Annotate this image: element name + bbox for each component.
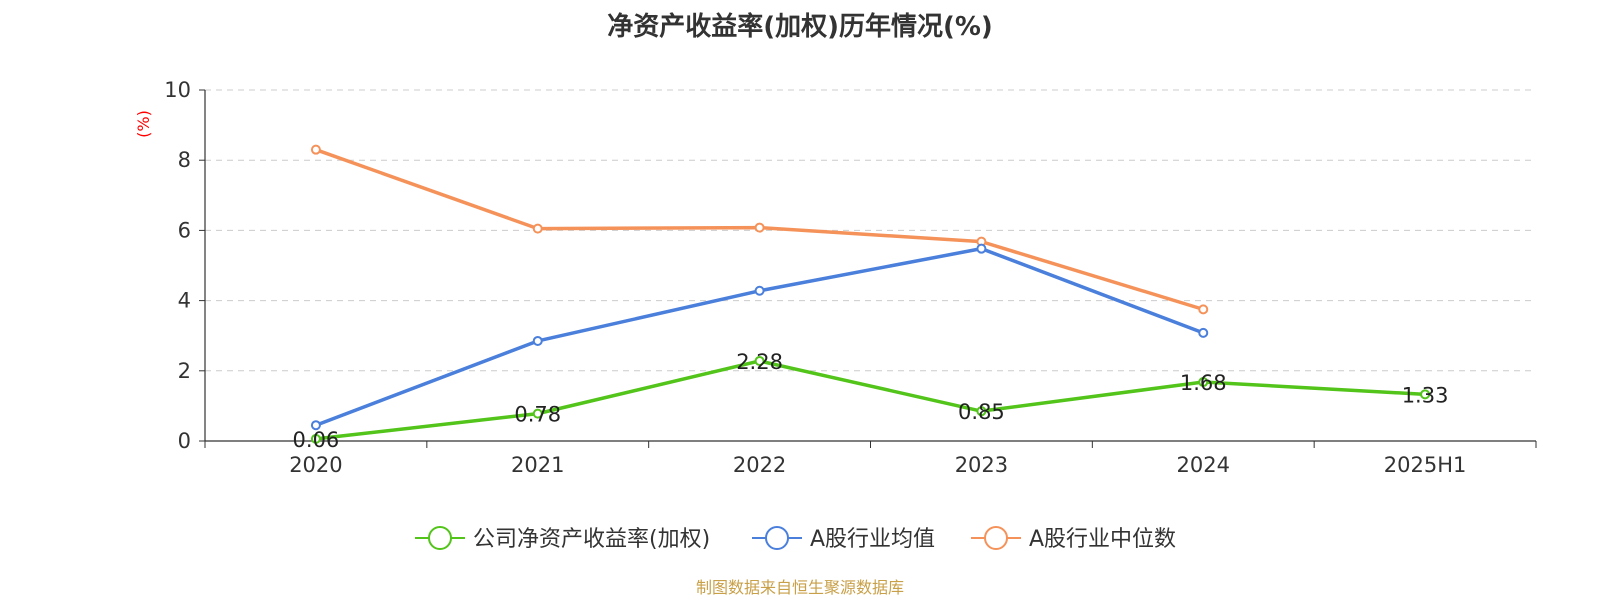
data-label: 0.85 [958,400,1005,424]
x-tick-label: 2023 [955,453,1008,477]
x-tick-label: 2022 [733,453,786,477]
y-tick-label: 2 [178,359,191,383]
series-point [532,408,543,419]
legend: 公司净资产收益率(加权) A股行业均值 A股行业中位数 [415,526,1176,552]
legend-marker [984,526,1008,550]
series-line [315,359,1426,441]
chart-title: 净资产收益率(加权)历年情况(%) [607,12,993,42]
data-labels: 0.06 0.78 2.28 0.85 1.68 1.33 [293,350,1449,452]
legend-marker [765,526,789,550]
x-tick-label: 2021 [511,453,564,477]
series-point [976,406,987,417]
series-point [1198,304,1209,315]
data-label: 2.28 [736,350,783,374]
series-point [754,222,765,233]
axes: 0 2 4 6 8 10 2020 2021 2022 2023 2024 2025H1 (%) [134,78,1537,477]
series-point [1420,389,1431,400]
series-point [310,433,321,444]
legend-item[interactable]: 公司净资产收益率(加权) [415,526,710,552]
source-note: 制图数据来自恒生聚源数据库 [695,578,904,597]
series-lines [310,144,1431,444]
legend-marker [428,526,452,550]
data-label: 0.78 [514,403,561,427]
legend-item[interactable]: A股行业中位数 [971,526,1176,552]
y-axis-label: (%) [134,110,153,138]
series-point [310,144,321,155]
data-label: 1.33 [1402,383,1449,407]
grid-lines [205,89,1536,372]
series-point [1198,327,1209,338]
legend-label: A股行业中位数 [1029,527,1176,552]
x-tick-label: 2025H1 [1384,453,1467,477]
y-tick-label: 4 [178,289,191,313]
series-point [310,420,321,431]
legend-item[interactable]: A股行业均值 [752,526,935,552]
series-point [1198,377,1209,388]
y-tick-label: 0 [178,429,191,453]
legend-label: A股行业均值 [810,527,935,552]
legend-label: 公司净资产收益率(加权) [473,527,710,552]
series-point [754,355,765,366]
series-point [976,243,987,254]
data-label: 0.06 [293,428,340,452]
series-point [532,223,543,234]
series-point [532,335,543,346]
x-tick-label: 2024 [1177,453,1230,477]
series-point [754,285,765,296]
x-tick-label: 2020 [289,453,342,477]
data-label: 1.68 [1180,371,1227,395]
y-tick-label: 10 [164,78,191,102]
y-tick-label: 6 [178,218,191,242]
y-tick-label: 8 [178,148,191,172]
